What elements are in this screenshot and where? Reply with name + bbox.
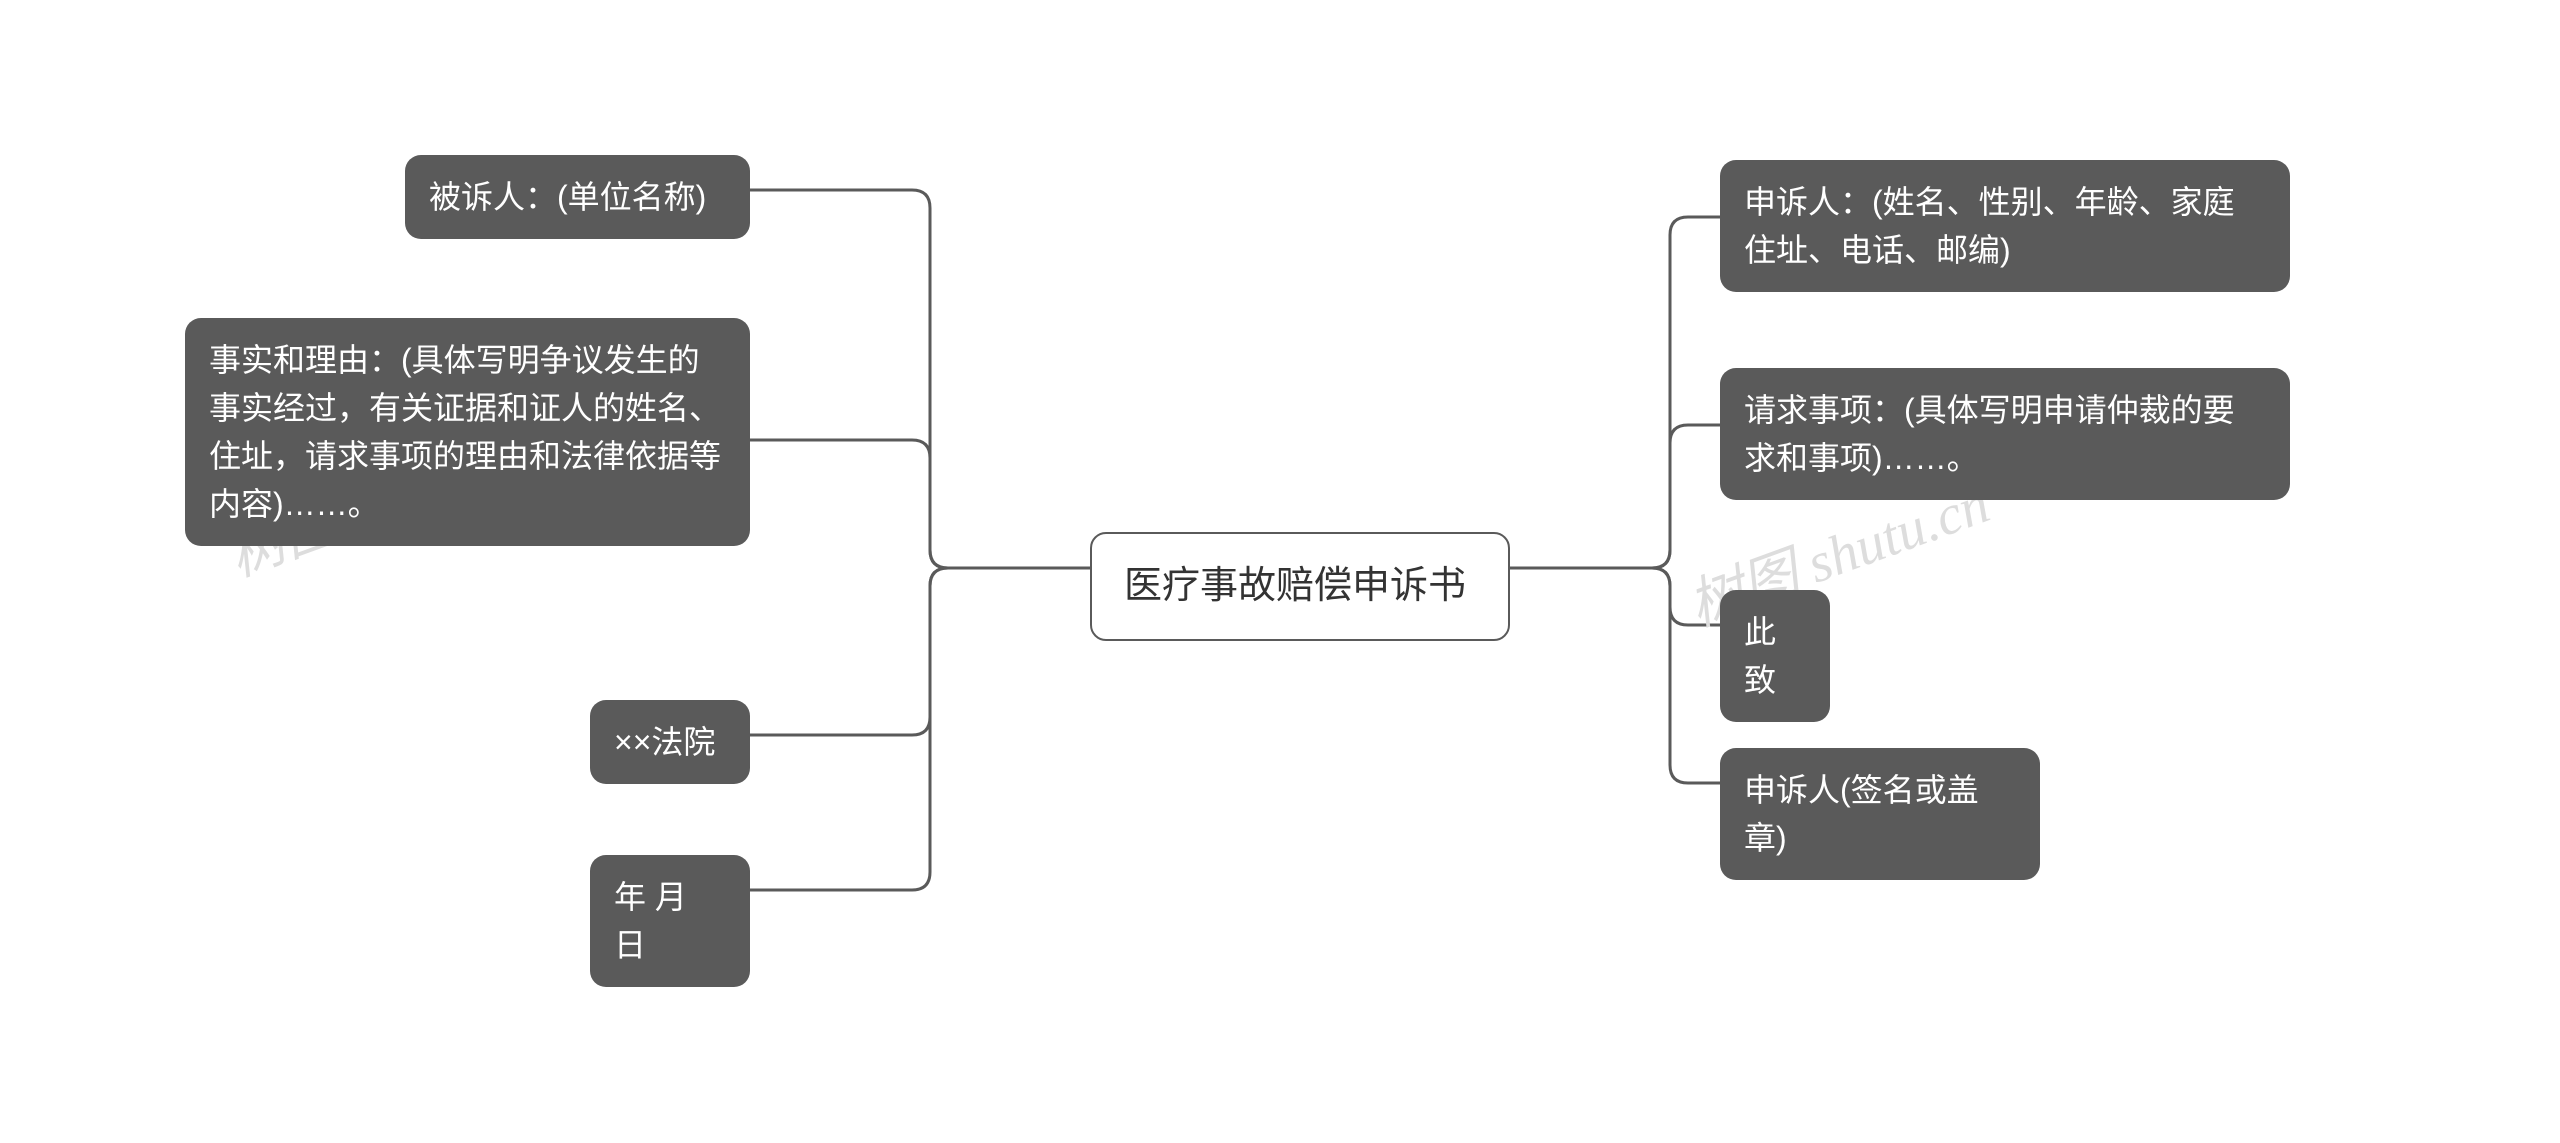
right-node-1: 请求事项：(具体写明申请仲裁的要求和事项)……。 [1720, 368, 2290, 500]
left-node-3: 年 月 日 [590, 855, 750, 987]
center-node: 医疗事故赔偿申诉书 [1090, 532, 1510, 641]
left-node-1: 事实和理由：(具体写明争议发生的事实经过，有关证据和证人的姓名、住址，请求事项的… [185, 318, 750, 546]
right-node-2: 此致 [1720, 590, 1830, 722]
right-node-0: 申诉人：(姓名、性别、年龄、家庭住址、电话、邮编) [1720, 160, 2290, 292]
right-node-3: 申诉人(签名或盖章) [1720, 748, 2040, 880]
left-node-2: ××法院 [590, 700, 750, 784]
left-node-0: 被诉人：(单位名称) [405, 155, 750, 239]
